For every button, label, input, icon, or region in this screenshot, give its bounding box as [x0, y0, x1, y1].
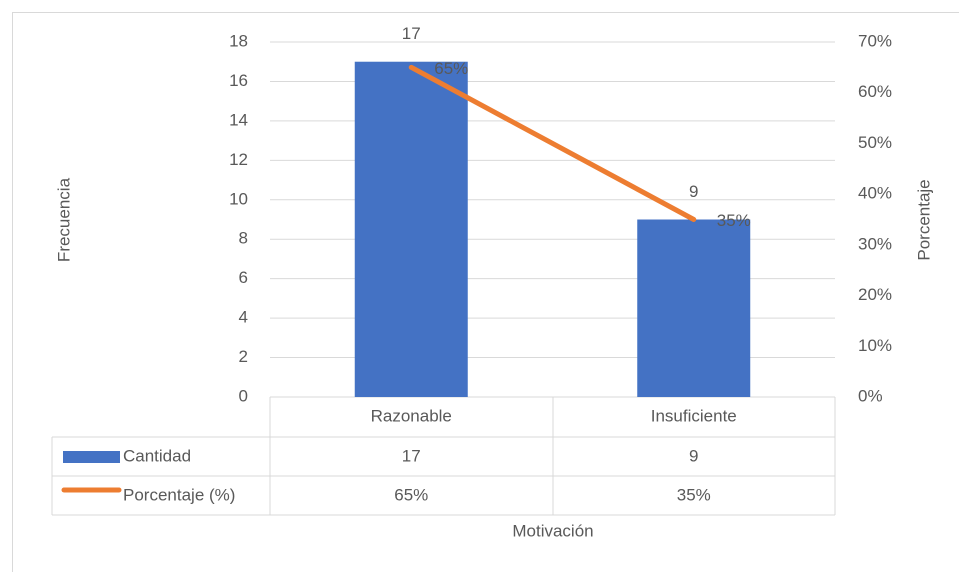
y2-tick-label: 0%: [858, 386, 883, 405]
legend-swatch: [63, 451, 120, 463]
y2-tick-label: 30%: [858, 234, 892, 253]
y-axis-title: Frecuencia: [54, 177, 73, 262]
x-axis-title: Motivación: [512, 521, 593, 540]
y2-tick-label: 70%: [858, 31, 892, 50]
legend-label: Cantidad: [123, 446, 191, 465]
y-tick-label: 16: [229, 71, 248, 90]
bar-value-label: 9: [689, 182, 698, 201]
bar: [637, 219, 751, 397]
line-value-label: 65%: [434, 59, 468, 78]
y2-tick-label: 60%: [858, 82, 892, 101]
bar-value-label: 17: [402, 24, 421, 43]
y-tick-label: 10: [229, 189, 248, 208]
line: [408, 64, 697, 222]
table-cell: 17: [402, 446, 421, 465]
bar: [354, 61, 468, 397]
y-tick-label: 2: [239, 347, 248, 366]
table-cell: 9: [689, 446, 698, 465]
table-cell: 65%: [394, 485, 428, 504]
y-tick-label: 14: [229, 110, 248, 129]
y-tick-label: 4: [239, 308, 248, 327]
table-cell: 35%: [677, 485, 711, 504]
y2-tick-label: 50%: [858, 133, 892, 152]
y-tick-label: 8: [239, 229, 248, 248]
legend-label: Porcentaje (%): [123, 485, 235, 504]
x-tick-label: Razonable: [371, 406, 452, 425]
line-value-label: 35%: [717, 211, 751, 230]
y2-axis-title: Porcentaje: [914, 179, 933, 260]
y-tick-label: 6: [239, 268, 248, 287]
y2-tick-label: 10%: [858, 336, 892, 355]
x-tick-label: Insuficiente: [651, 406, 737, 425]
y2-tick-label: 40%: [858, 184, 892, 203]
y2-tick-label: 20%: [858, 285, 892, 304]
y-tick-label: 12: [229, 150, 248, 169]
y-tick-label: 0: [239, 386, 248, 405]
y-tick-label: 18: [229, 31, 248, 50]
